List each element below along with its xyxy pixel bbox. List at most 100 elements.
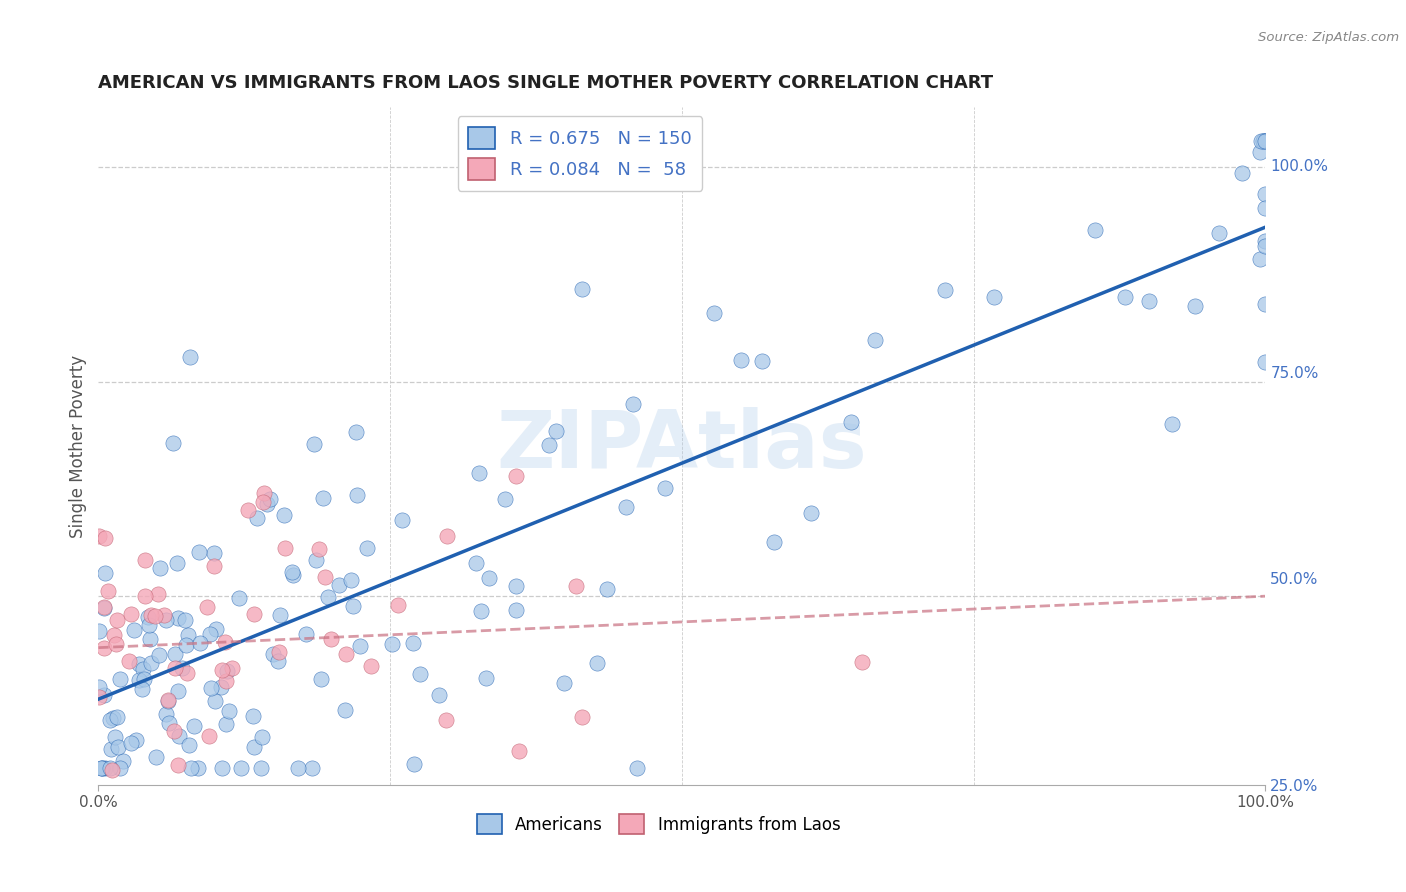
Point bbox=[136, 609, 159, 624]
Y-axis label: Single Mother Poverty: Single Mother Poverty bbox=[69, 354, 87, 538]
Point bbox=[214, 635, 236, 649]
Point bbox=[177, 738, 200, 752]
Point bbox=[179, 350, 201, 364]
Point bbox=[167, 758, 190, 772]
Point bbox=[155, 706, 177, 721]
Point bbox=[176, 665, 198, 680]
Point bbox=[312, 491, 335, 505]
Point bbox=[107, 739, 129, 754]
Point bbox=[105, 710, 128, 724]
Point bbox=[342, 599, 364, 613]
Point bbox=[434, 713, 457, 727]
Point bbox=[118, 655, 141, 669]
Point bbox=[97, 583, 120, 598]
Point bbox=[1250, 134, 1272, 148]
Point bbox=[236, 503, 259, 517]
Point bbox=[346, 425, 368, 440]
Point bbox=[1184, 298, 1206, 312]
Point bbox=[256, 497, 278, 511]
Point bbox=[148, 648, 170, 662]
Point bbox=[94, 566, 117, 580]
Point bbox=[381, 637, 404, 651]
Point bbox=[267, 645, 290, 659]
Point bbox=[546, 425, 568, 439]
Point bbox=[309, 672, 332, 686]
Point bbox=[165, 647, 187, 661]
Point bbox=[198, 729, 221, 743]
Point bbox=[494, 491, 516, 506]
Point bbox=[464, 556, 486, 570]
Point bbox=[596, 582, 619, 596]
Point bbox=[1084, 223, 1107, 237]
Point bbox=[1208, 226, 1230, 240]
Point bbox=[553, 676, 575, 690]
Point bbox=[108, 761, 131, 775]
Text: Source: ZipAtlas.com: Source: ZipAtlas.com bbox=[1258, 31, 1399, 45]
Point bbox=[250, 761, 273, 775]
Point bbox=[180, 761, 202, 775]
Point bbox=[174, 614, 197, 628]
Point bbox=[250, 731, 273, 745]
Point bbox=[302, 437, 325, 451]
Point bbox=[1254, 235, 1277, 249]
Point bbox=[215, 674, 238, 689]
Point bbox=[91, 761, 114, 775]
Point bbox=[752, 825, 775, 839]
Legend: Americans, Immigrants from Laos: Americans, Immigrants from Laos bbox=[470, 807, 848, 841]
Point bbox=[188, 636, 211, 650]
Point bbox=[229, 761, 252, 775]
Point bbox=[304, 552, 326, 566]
Text: AMERICAN VS IMMIGRANTS FROM LAOS SINGLE MOTHER POVERTY CORRELATION CHART: AMERICAN VS IMMIGRANTS FROM LAOS SINGLE … bbox=[98, 74, 994, 92]
Point bbox=[402, 757, 425, 772]
Point bbox=[1254, 134, 1277, 148]
Point bbox=[314, 570, 336, 584]
Point bbox=[346, 488, 368, 502]
Point bbox=[139, 608, 162, 623]
Point bbox=[93, 640, 115, 655]
Point bbox=[98, 761, 121, 775]
Point bbox=[87, 690, 110, 704]
Point bbox=[167, 729, 190, 743]
Point bbox=[183, 719, 205, 733]
Point bbox=[703, 306, 725, 320]
Point bbox=[211, 761, 233, 775]
Point bbox=[505, 603, 527, 617]
Point bbox=[1249, 252, 1271, 266]
Point bbox=[730, 353, 752, 368]
Point bbox=[202, 558, 225, 573]
Point bbox=[221, 661, 243, 675]
Point bbox=[356, 541, 378, 555]
Point bbox=[122, 623, 145, 637]
Point bbox=[1045, 795, 1067, 809]
Point bbox=[730, 816, 752, 830]
Point bbox=[218, 705, 240, 719]
Point bbox=[841, 415, 863, 429]
Point bbox=[262, 647, 284, 661]
Point bbox=[340, 574, 363, 588]
Point bbox=[934, 283, 956, 297]
Point bbox=[1254, 239, 1277, 253]
Point bbox=[565, 579, 588, 593]
Point bbox=[110, 672, 132, 686]
Point bbox=[571, 282, 593, 296]
Point bbox=[475, 671, 498, 685]
Point bbox=[281, 565, 304, 579]
Point bbox=[211, 663, 233, 677]
Point bbox=[1230, 166, 1253, 180]
Point bbox=[1254, 186, 1277, 201]
Point bbox=[1254, 201, 1277, 215]
Point bbox=[157, 693, 180, 707]
Point bbox=[614, 500, 637, 514]
Point bbox=[90, 761, 112, 775]
Point bbox=[166, 611, 188, 625]
Point bbox=[200, 681, 222, 695]
Point bbox=[508, 744, 530, 758]
Point bbox=[215, 716, 238, 731]
Point bbox=[187, 761, 209, 775]
Point bbox=[360, 658, 382, 673]
Point bbox=[139, 632, 162, 646]
Point bbox=[94, 532, 117, 546]
Point bbox=[243, 607, 266, 622]
Point bbox=[166, 556, 188, 570]
Point bbox=[177, 628, 200, 642]
